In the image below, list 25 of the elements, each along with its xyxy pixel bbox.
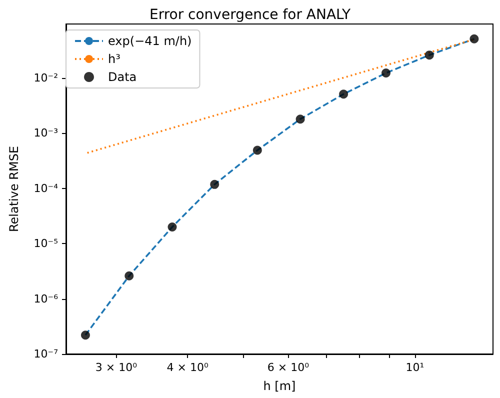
x-axis-title: h [m] bbox=[263, 379, 296, 393]
legend-label: Data bbox=[108, 70, 137, 84]
point bbox=[252, 146, 262, 155]
chart-title: Error convergence for ANALY bbox=[149, 7, 351, 23]
point bbox=[296, 114, 305, 124]
y-tick-label: 10⁻⁴ bbox=[34, 182, 59, 195]
y-tick-label: 10⁻² bbox=[34, 71, 58, 84]
x-tick-label: 6 × 10⁰ bbox=[267, 361, 310, 374]
x-tick-label: 3 × 10⁰ bbox=[95, 361, 138, 374]
legend-label: exp(−41 m/h) bbox=[108, 34, 192, 48]
x-tick-label: 10¹ bbox=[406, 361, 424, 374]
y-axis-title: Relative RMSE bbox=[7, 146, 21, 232]
point bbox=[382, 68, 390, 78]
point bbox=[210, 180, 220, 189]
point bbox=[124, 271, 134, 280]
x-tick-label: 4 × 10⁰ bbox=[166, 361, 209, 374]
point bbox=[80, 330, 90, 340]
y-tick-label: 10⁻⁶ bbox=[34, 292, 59, 306]
legend-label: h³ bbox=[108, 52, 121, 66]
point bbox=[168, 222, 177, 232]
y-tick-label: 10⁻³ bbox=[34, 126, 58, 140]
y-tick-label: 10⁻⁷ bbox=[34, 348, 58, 360]
point bbox=[424, 50, 434, 60]
point bbox=[339, 90, 348, 99]
y-tick-label: 10⁻⁵ bbox=[34, 237, 58, 250]
